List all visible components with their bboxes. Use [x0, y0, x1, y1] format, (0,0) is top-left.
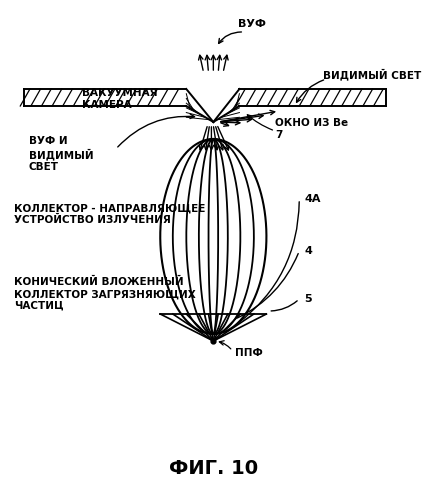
- Text: ФИГ. 10: ФИГ. 10: [169, 460, 258, 479]
- Text: ВУФ: ВУФ: [238, 19, 266, 29]
- Text: ВАКУУМНАЯ
КАМЕРА: ВАКУУМНАЯ КАМЕРА: [82, 88, 158, 110]
- Text: 4А: 4А: [304, 194, 320, 204]
- Text: КОНИЧЕСКИЙ ВЛОЖЕННЫЙ
КОЛЛЕКТОР ЗАГРЯЗНЯЮЩИХ
ЧАСТИЦ: КОНИЧЕСКИЙ ВЛОЖЕННЫЙ КОЛЛЕКТОР ЗАГРЯЗНЯЮ…: [15, 277, 196, 311]
- Text: ВУФ И
ВИДИМЫЙ
СВЕТ: ВУФ И ВИДИМЫЙ СВЕТ: [29, 136, 94, 172]
- Text: ВИДИМЫЙ СВЕТ: ВИДИМЫЙ СВЕТ: [324, 68, 422, 80]
- Text: ОКНО ИЗ Be
7: ОКНО ИЗ Be 7: [275, 118, 348, 140]
- Text: КОЛЛЕКТОР - НАПРАВЛЯЮЩЕЕ
УСТРОЙСТВО ИЗЛУЧЕНИЯ: КОЛЛЕКТОР - НАПРАВЛЯЮЩЕЕ УСТРОЙСТВО ИЗЛУ…: [15, 203, 206, 225]
- Text: ППФ: ППФ: [235, 348, 262, 358]
- Text: 4: 4: [304, 246, 312, 256]
- Text: 5: 5: [304, 294, 312, 304]
